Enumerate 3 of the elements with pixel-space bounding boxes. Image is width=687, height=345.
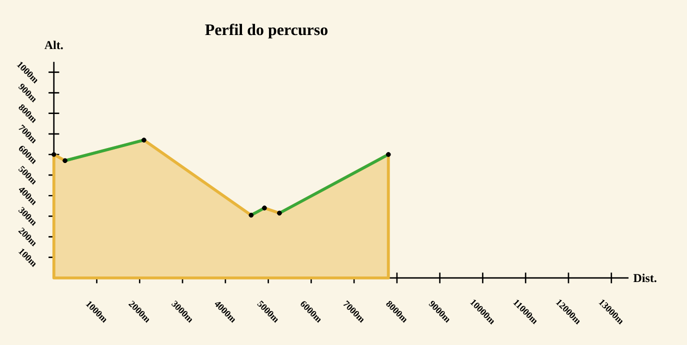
y-axis-title: Alt. xyxy=(44,40,63,50)
x-axis-title: Dist. xyxy=(633,274,656,282)
chart-title: Perfil do percurso xyxy=(205,24,328,38)
